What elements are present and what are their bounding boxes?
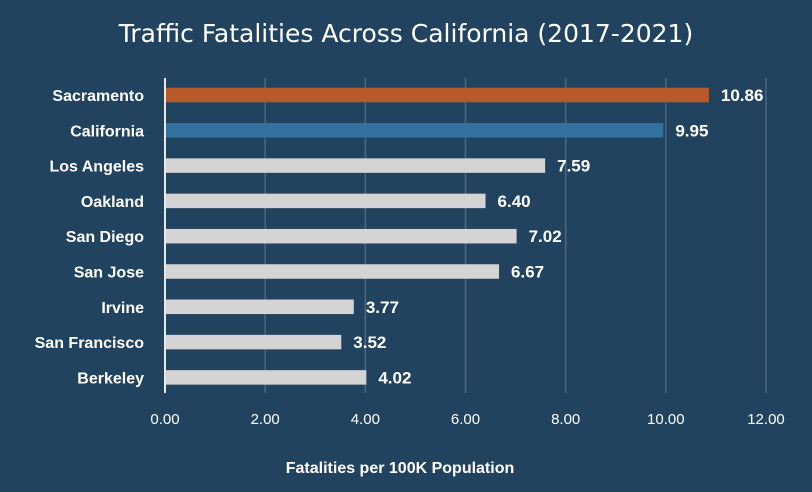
data-label: 4.02 xyxy=(378,368,411,387)
category-label: San Jose xyxy=(74,265,144,282)
category-label: Los Angeles xyxy=(49,159,144,176)
data-label: 9.95 xyxy=(675,121,708,140)
category-label: Sacramento xyxy=(52,88,144,105)
category-label: San Francisco xyxy=(35,335,145,352)
bar-san-francisco xyxy=(165,334,342,350)
category-label: San Diego xyxy=(66,229,144,246)
bar-san-jose xyxy=(165,264,500,279)
category-label: Irvine xyxy=(101,300,144,317)
x-tick-label: 8.00 xyxy=(551,411,580,428)
bar-california xyxy=(165,123,664,138)
data-label: 7.59 xyxy=(557,157,590,176)
x-tick-label: 6.00 xyxy=(451,411,480,428)
bar-los-angeles xyxy=(165,158,546,173)
x-tick-label: 2.00 xyxy=(251,411,280,428)
x-tick-label: 10.00 xyxy=(647,411,685,428)
data-label: 6.40 xyxy=(498,192,531,211)
x-tick-label: 12.00 xyxy=(747,411,785,428)
category-label: California xyxy=(70,123,144,140)
x-tick-label: 0.00 xyxy=(150,411,179,428)
bar-sacramento xyxy=(165,87,709,103)
x-tick-label: 4.00 xyxy=(351,411,380,428)
data-label: 3.77 xyxy=(366,298,399,317)
data-label: 6.67 xyxy=(511,263,544,282)
data-label: 7.02 xyxy=(529,227,562,246)
category-label: Berkeley xyxy=(77,370,144,387)
data-label: 10.86 xyxy=(721,86,764,105)
x-axis-label: Fatalities per 100K Population xyxy=(286,460,515,477)
category-label: Oakland xyxy=(81,194,144,211)
bar-berkeley xyxy=(165,370,367,385)
data-label: 3.52 xyxy=(353,333,386,352)
bar-san-diego xyxy=(165,228,517,244)
bar-oakland xyxy=(165,193,486,209)
chart-title: Traffic Fatalities Across California (20… xyxy=(118,19,693,48)
bar-irvine xyxy=(165,299,354,315)
